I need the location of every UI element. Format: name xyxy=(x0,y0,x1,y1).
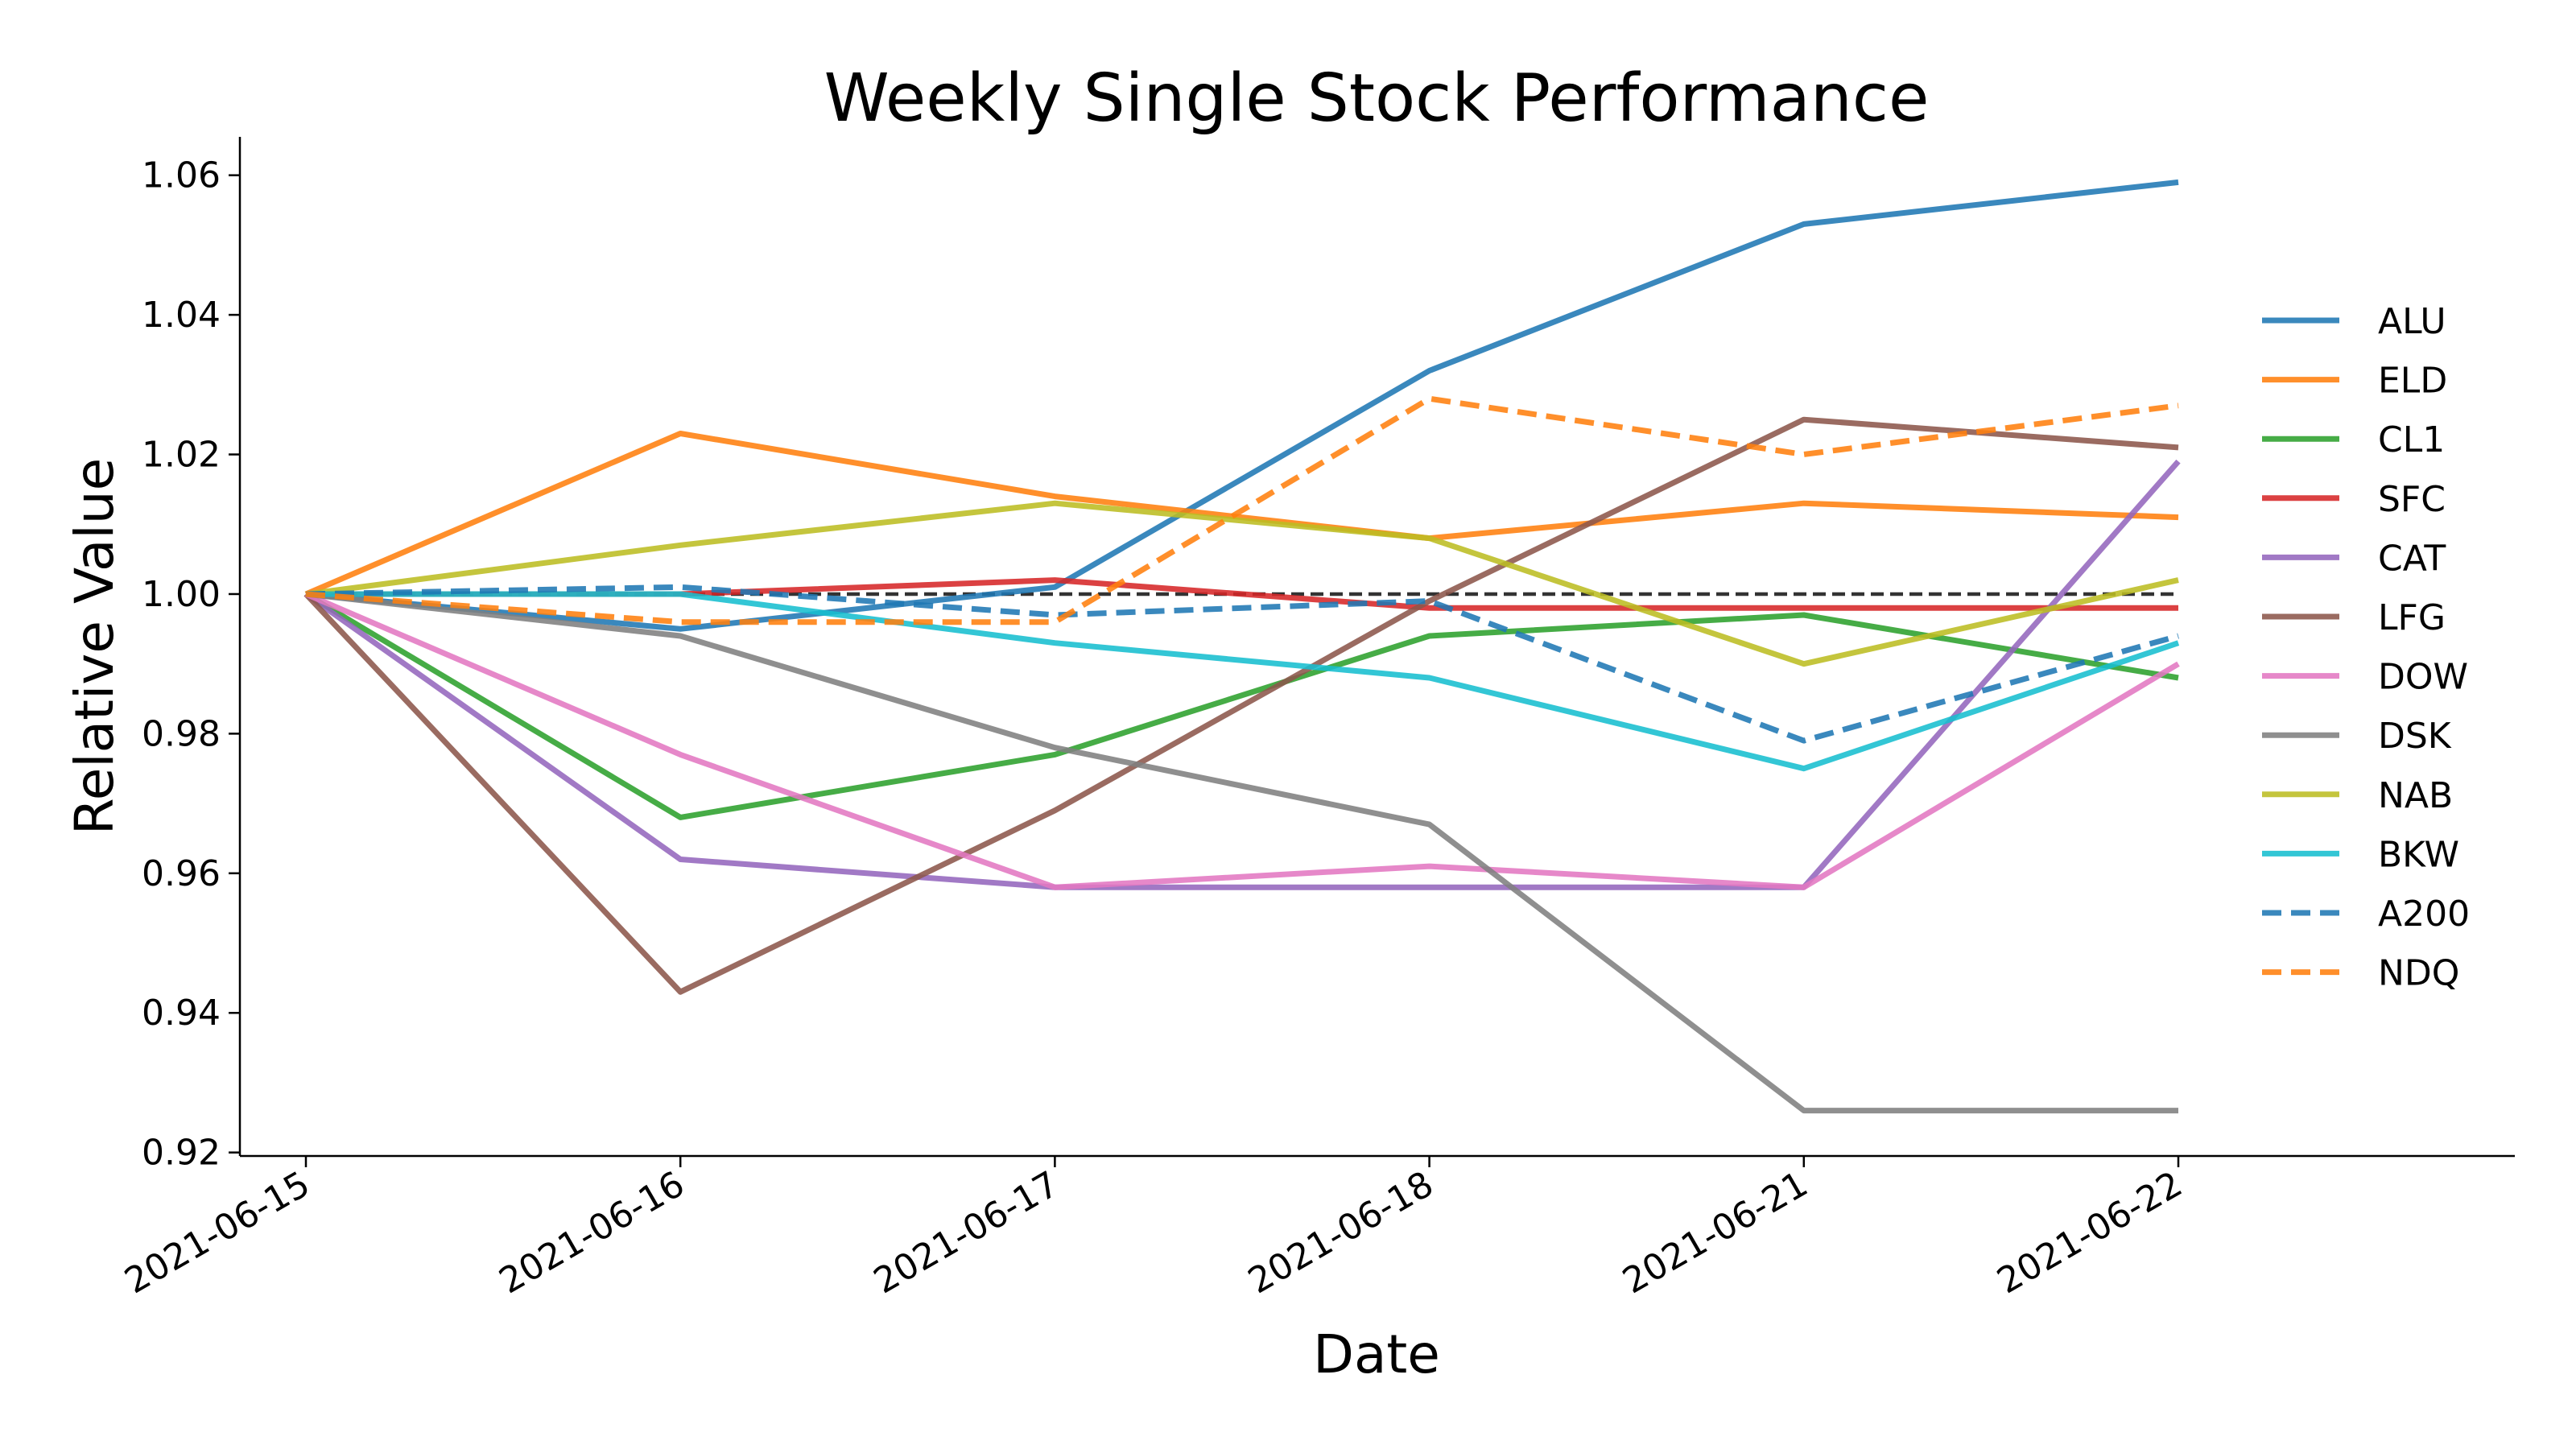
series-line-a200 xyxy=(305,584,2179,744)
legend-label: LFG xyxy=(2378,597,2446,638)
x-tick-label: 2021-06-16 xyxy=(493,1163,691,1302)
legend-label: NAB xyxy=(2378,775,2453,816)
legend-label: DOW xyxy=(2378,657,2468,698)
series-line-dow xyxy=(304,591,2180,890)
x-tick-label: 2021-06-18 xyxy=(1241,1163,1440,1302)
y-axis-label: Relative Value xyxy=(64,458,126,835)
y-tick-label: 0.92 xyxy=(142,1133,221,1174)
x-tick-label: 2021-06-17 xyxy=(867,1163,1066,1302)
y-tick-label: 1.02 xyxy=(142,435,221,476)
legend: ALU ELD CL1 SFC CAT LFG DOW DSK NAB BKW A200 NDQ xyxy=(2262,301,2470,994)
series-layer xyxy=(303,179,2181,1114)
y-tick-label: 1.06 xyxy=(142,155,221,196)
legend-label: ELD xyxy=(2378,361,2447,402)
y-tick-label: 1.00 xyxy=(142,574,221,615)
y-tick-label: 0.98 xyxy=(142,713,221,754)
series-line-cat xyxy=(303,459,2181,890)
series-line-dsk xyxy=(305,591,2178,1114)
legend-label: ALU xyxy=(2378,301,2446,342)
series-line-lfg xyxy=(303,416,2179,995)
legend-label: A200 xyxy=(2378,894,2470,935)
x-axis-label: Date xyxy=(1313,1323,1440,1385)
series-line-bkw xyxy=(306,591,2180,772)
chart-title: Weekly Single Stock Performance xyxy=(824,60,1930,137)
legend-label: NDQ xyxy=(2378,953,2459,994)
y-ticks: 0.92 0.94 0.96 0.98 1.00 1.02 1.04 1.06 xyxy=(142,155,240,1174)
x-tick-label: 2021-06-15 xyxy=(118,1163,317,1302)
legend-label: SFC xyxy=(2378,479,2446,520)
series-line-eld xyxy=(304,431,2179,597)
legend-label: BKW xyxy=(2378,834,2459,875)
series-line-nab xyxy=(305,500,2179,667)
legend-label: CL1 xyxy=(2378,419,2445,460)
legend-label: DSK xyxy=(2378,716,2452,757)
x-tick-label: 2021-06-21 xyxy=(1616,1163,1814,1302)
series-line-ndq xyxy=(305,395,2179,625)
x-tick-label: 2021-06-22 xyxy=(1991,1163,2190,1302)
legend-label: CAT xyxy=(2378,538,2446,579)
y-tick-label: 0.96 xyxy=(142,853,221,894)
y-tick-label: 0.94 xyxy=(142,993,221,1034)
series-line-alu xyxy=(305,179,2179,632)
axes xyxy=(238,137,2515,1158)
x-ticks: 2021-06-15 2021-06-16 2021-06-17 2021-06-18… xyxy=(118,1156,2190,1302)
y-tick-label: 1.04 xyxy=(142,295,221,336)
series-line-cl1 xyxy=(304,591,2179,820)
